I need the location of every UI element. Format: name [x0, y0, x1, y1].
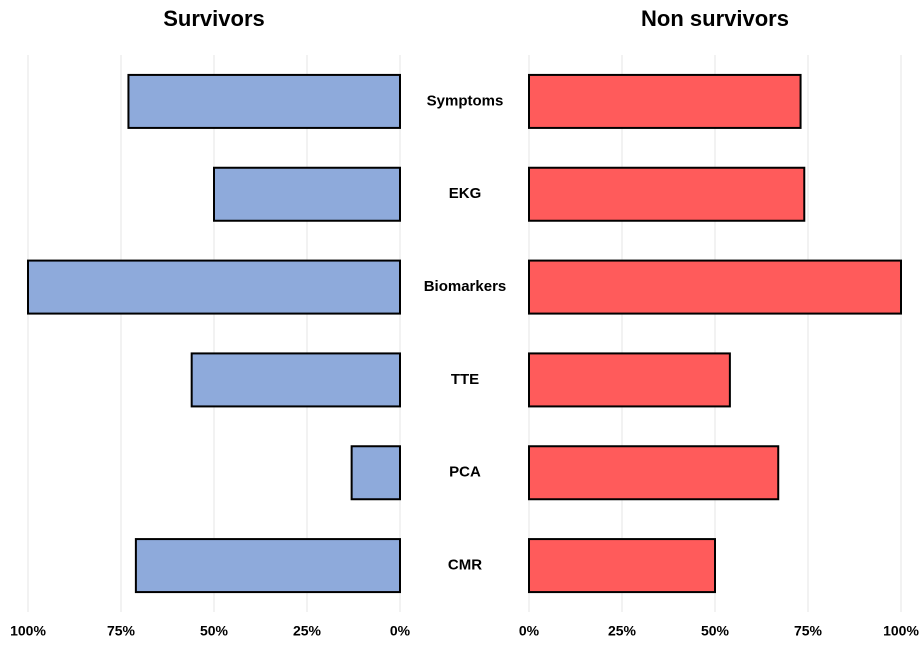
- panel-title: Survivors: [163, 6, 265, 31]
- x-tick-label: 50%: [701, 623, 730, 639]
- x-tick-label: 100%: [883, 623, 919, 639]
- x-tick-label: 75%: [107, 623, 136, 639]
- x-tick-label: 0%: [519, 623, 540, 639]
- category-label: EKG: [449, 185, 482, 202]
- bar: [528, 445, 780, 501]
- panel-title: Non survivors: [641, 6, 789, 31]
- bar: [213, 166, 401, 222]
- bar: [528, 352, 731, 408]
- x-tick-label: 75%: [794, 623, 823, 639]
- category-label: TTE: [451, 371, 479, 388]
- category-label: Symptoms: [427, 92, 504, 109]
- category-label: Biomarkers: [424, 278, 507, 295]
- x-tick-label: 100%: [10, 623, 46, 639]
- x-tick-label: 25%: [608, 623, 637, 639]
- bar: [134, 538, 401, 594]
- category-label: CMR: [448, 557, 482, 574]
- bar: [127, 73, 401, 129]
- bar: [350, 445, 402, 501]
- bar: [528, 73, 802, 129]
- x-tick-label: 0%: [390, 623, 411, 639]
- x-tick-label: 25%: [293, 623, 322, 639]
- x-tick-label: 50%: [200, 623, 229, 639]
- category-label: PCA: [449, 464, 481, 481]
- bar: [528, 166, 806, 222]
- bar: [190, 352, 401, 408]
- bar: [27, 259, 401, 315]
- bar: [528, 538, 716, 594]
- bar: [528, 259, 902, 315]
